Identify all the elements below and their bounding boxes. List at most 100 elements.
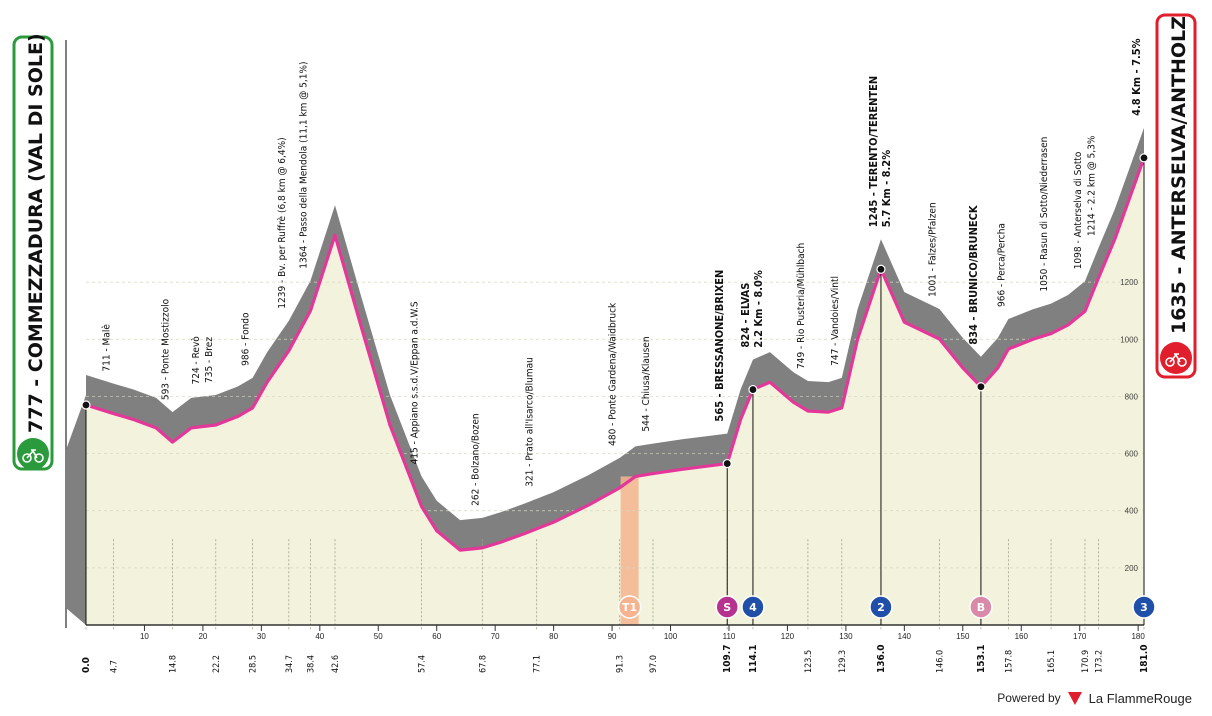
- waypoint-labels: 711 - Malè 593 - Ponte Mostizzolo 724 - Re…: [100, 38, 1143, 505]
- marker-label: 3: [1140, 601, 1148, 614]
- powered-by-label: Powered by: [997, 691, 1061, 705]
- waypoint-label: 1050 - Rasun di Sotto/Niederrasen: [1039, 137, 1050, 292]
- x-tick-label: 130: [839, 632, 853, 641]
- km-label: 34.7: [285, 655, 295, 673]
- km-label: 67.8: [478, 655, 488, 673]
- keypoint-dot: [976, 382, 986, 392]
- km-label: 42.6: [331, 655, 341, 673]
- km-label: 136.0: [876, 645, 887, 673]
- flamme-rouge-logo-icon: [1067, 692, 1082, 705]
- keypoint-dot: [1139, 153, 1149, 163]
- km-label: 77.1: [533, 655, 543, 673]
- finish-badge-text: 1635 - ANTERSELVA/ANTHOLZ: [1168, 16, 1190, 334]
- finish-badge: 1635 - ANTERSELVA/ANTHOLZ: [1155, 13, 1197, 379]
- km-label: 14.8: [169, 655, 179, 673]
- waypoint-label: 415 - Appiano s.s.d.V/Eppan a.d.W.S: [410, 301, 421, 464]
- x-tick-label: 20: [198, 632, 207, 641]
- bike-icon-start: [17, 438, 49, 470]
- x-tick-label: 100: [664, 632, 678, 641]
- y-tick-label: 600: [1125, 450, 1139, 459]
- x-tick-label: 150: [956, 632, 970, 641]
- waypoint-label: 480 - Ponte Gardena/Waidbruck: [608, 302, 619, 446]
- start-badge: 777 - COMMEZZADURA (VAL DI SOLE): [12, 33, 54, 471]
- x-tick-label: 70: [491, 632, 500, 641]
- x-tick-label: 110: [723, 632, 736, 641]
- marker-label: 4: [749, 601, 757, 614]
- waypoint-label: 966 - Perca/Percha: [996, 223, 1007, 307]
- km-label: 4.7: [109, 660, 119, 673]
- waypoint-label: 747 - Vandoies/Vintl: [830, 276, 841, 366]
- waypoint-label: 5.7 Km - 8.2%: [880, 150, 893, 227]
- profile-gray-band: [86, 127, 1144, 551]
- km-label: 165.1: [1047, 650, 1057, 673]
- powered-by: Powered by La FlammeRouge: [997, 690, 1192, 706]
- bike-icon-finish: [1160, 342, 1192, 374]
- waypoint-label: 1214 - 2.2 km @ 5,3%: [1086, 135, 1097, 236]
- waypoint-label: 834 - BRUNICO/BRUNECK: [967, 205, 980, 345]
- x-tick-label: 120: [781, 632, 795, 641]
- waypoint-label: 565 - BRESSANONE/BRIXEN: [713, 270, 726, 422]
- brand-label: La FlammeRouge: [1088, 690, 1192, 706]
- marker-label: B: [977, 601, 985, 614]
- kom-marker-icon: [1132, 595, 1156, 619]
- kom-marker-icon: [741, 595, 765, 619]
- waypoint-label: 593 - Ponte Mostizzolo: [161, 298, 172, 400]
- keypoint-dot: [722, 458, 732, 469]
- x-tick-label: 50: [374, 632, 383, 641]
- x-axis-labels: 10 20 30 40 50 60 70 80 90 100 110 120 130 140 150 160 1…: [81, 632, 1150, 673]
- km-label: 0.0: [81, 657, 92, 673]
- sprint-marker-icon: [715, 595, 739, 619]
- km-label: 157.8: [1004, 650, 1014, 673]
- waypoint-label: 1098 - Anterselva di Sotto: [1073, 151, 1084, 269]
- feed-zone-band: [620, 476, 639, 625]
- km-label: 181.0: [1139, 645, 1150, 673]
- marker-label: 2: [877, 601, 885, 614]
- marker-label: S: [723, 601, 731, 614]
- waypoint-label: 544 - Chiusa/Klausen: [641, 336, 652, 431]
- km-label: 22.2: [212, 655, 222, 673]
- x-tick-label: 140: [898, 632, 912, 641]
- road-line: [85, 157, 1146, 552]
- km-label: 146.0: [935, 650, 945, 673]
- water-marker-icon: [617, 595, 642, 619]
- km-label: 129.3: [838, 650, 848, 673]
- km-label: 38.4: [306, 655, 316, 673]
- km-label: 97.0: [649, 655, 659, 673]
- keypoint-dot: [81, 400, 91, 410]
- waypoint-label: 2.2 Km - 8.0%: [752, 270, 765, 347]
- start-wall: [66, 395, 86, 625]
- race-markers: T1 S 4 2 B 3: [617, 595, 1156, 619]
- x-tick-label: 30: [257, 632, 266, 641]
- waypoint-label: 986 - Fondo: [241, 312, 252, 366]
- km-label: 173.2: [1094, 650, 1104, 673]
- waypoint-label: 4.8 Km - 7.5%: [1130, 38, 1143, 115]
- plot-area: [65, 40, 1149, 631]
- marker-label: T1: [622, 601, 637, 614]
- y-tick-label: 1200: [1120, 278, 1138, 287]
- waypoint-label: 1245 - TERENTO/TERENTEN: [867, 76, 880, 227]
- waypoint-label: 1364 - Passo della Mendola (11,1 km @ 5,…: [298, 61, 309, 268]
- km-label: 170.9: [1081, 650, 1091, 673]
- km-label: 109.7: [722, 645, 733, 673]
- start-badge-text: 777 - COMMEZZADURA (VAL DI SOLE): [25, 33, 47, 433]
- waypoint-label: 824 - ELVAS: [739, 283, 752, 348]
- x-tick-label: 170: [1073, 632, 1087, 641]
- y-tick-label: 400: [1125, 507, 1139, 516]
- kom-marker-icon: [869, 595, 893, 619]
- waypoint-label: 724 - Revò: [190, 336, 202, 385]
- keypoint-dot: [876, 264, 886, 274]
- x-tick-label: 180: [1131, 632, 1145, 641]
- x-tick-label: 90: [608, 632, 617, 641]
- keypoint-dot: [748, 384, 758, 395]
- x-tick-label: 160: [1015, 632, 1029, 641]
- y-tick-label: 800: [1125, 392, 1139, 401]
- waypoint-label: 735 - Brez: [204, 337, 215, 383]
- km-label: 123.5: [804, 650, 814, 673]
- x-tick-label: 80: [549, 632, 558, 641]
- y-tick-label: 200: [1125, 564, 1139, 573]
- waypoint-label: 262 - Bolzano/Bozen: [470, 413, 481, 505]
- y-tick-label: 1000: [1120, 335, 1138, 344]
- waypoint-label: 749 - Rio Pusteria/Mühlbach: [796, 243, 807, 369]
- waypoint-label: 711 - Malè: [100, 324, 112, 372]
